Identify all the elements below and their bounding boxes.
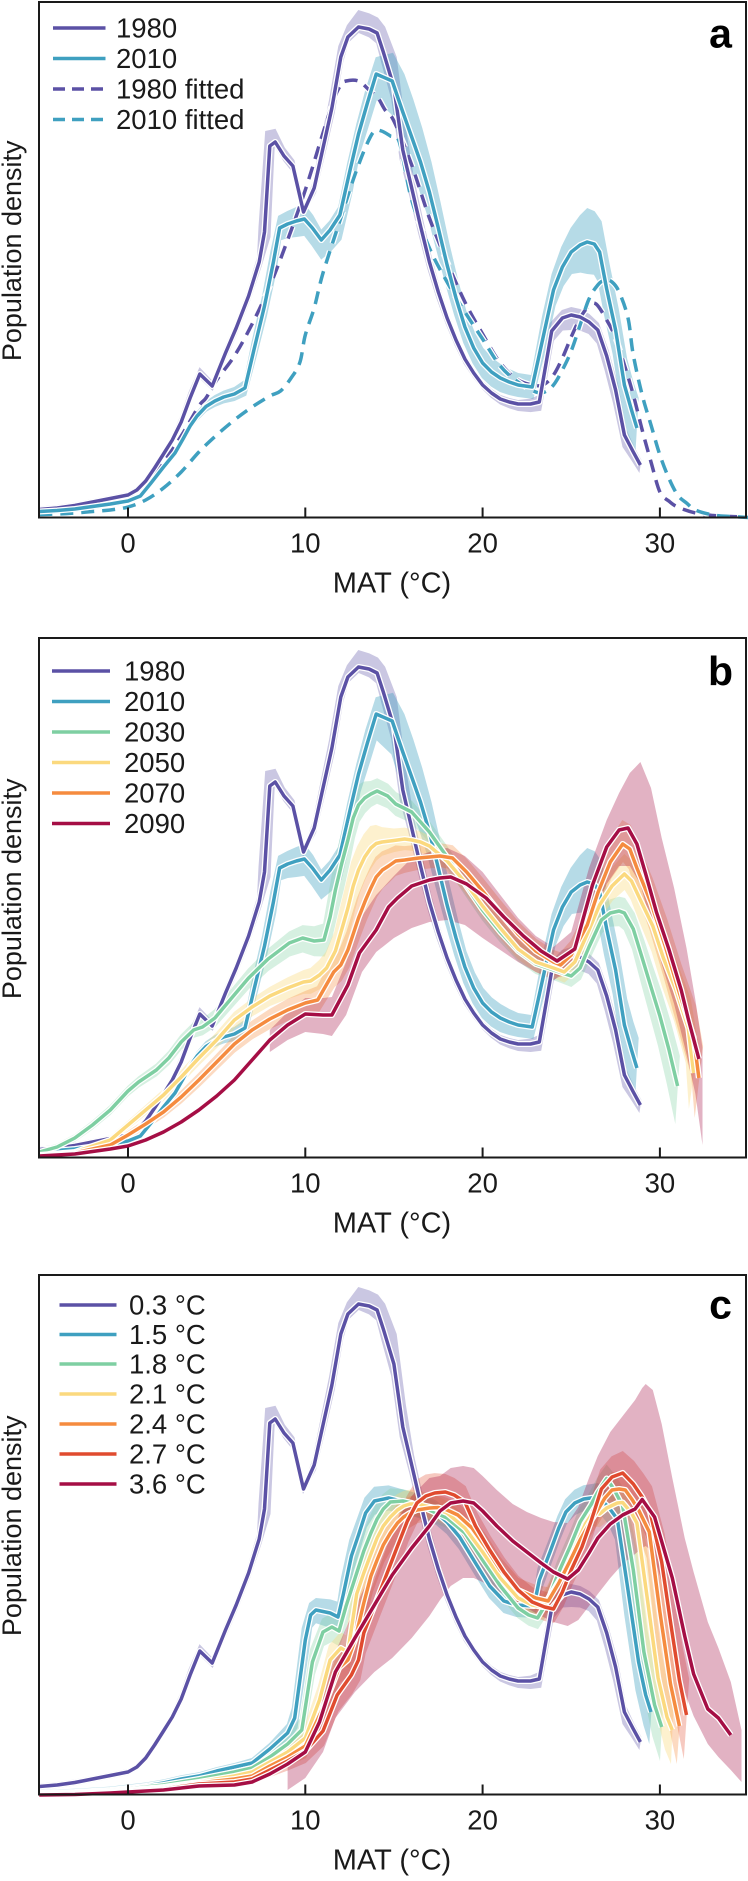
svg-text:2.1 °C: 2.1 °C bbox=[129, 1379, 206, 1410]
svg-text:2010 fitted: 2010 fitted bbox=[116, 104, 244, 135]
svg-text:2090: 2090 bbox=[124, 808, 185, 839]
svg-text:0: 0 bbox=[120, 1805, 135, 1836]
svg-text:20: 20 bbox=[467, 1168, 498, 1199]
svg-text:MAT (°C): MAT (°C) bbox=[333, 1845, 451, 1877]
svg-text:0: 0 bbox=[120, 1168, 135, 1199]
svg-text:10: 10 bbox=[290, 1168, 321, 1199]
svg-text:2.4 °C: 2.4 °C bbox=[129, 1409, 206, 1440]
svg-text:MAT (°C): MAT (°C) bbox=[333, 1208, 451, 1240]
svg-text:2050: 2050 bbox=[124, 747, 185, 778]
svg-text:Population density: Population density bbox=[0, 140, 27, 361]
svg-text:10: 10 bbox=[290, 528, 321, 559]
svg-text:c: c bbox=[709, 1282, 732, 1328]
svg-text:30: 30 bbox=[645, 1168, 676, 1199]
svg-text:30: 30 bbox=[645, 528, 676, 559]
svg-text:20: 20 bbox=[467, 528, 498, 559]
svg-text:Population density: Population density bbox=[0, 1415, 27, 1636]
svg-text:2010: 2010 bbox=[116, 43, 177, 74]
svg-text:2010: 2010 bbox=[124, 686, 185, 717]
svg-text:3.6 °C: 3.6 °C bbox=[129, 1469, 206, 1500]
svg-text:1980 fitted: 1980 fitted bbox=[116, 74, 244, 105]
svg-text:10: 10 bbox=[290, 1805, 321, 1836]
svg-text:a: a bbox=[709, 11, 733, 57]
svg-text:0.3 °C: 0.3 °C bbox=[129, 1290, 206, 1321]
svg-text:0: 0 bbox=[120, 528, 135, 559]
svg-text:2.7 °C: 2.7 °C bbox=[129, 1439, 206, 1470]
svg-text:1.5 °C: 1.5 °C bbox=[129, 1319, 206, 1350]
svg-text:MAT (°C): MAT (°C) bbox=[333, 568, 451, 600]
svg-text:2070: 2070 bbox=[124, 778, 185, 809]
svg-text:30: 30 bbox=[645, 1805, 676, 1836]
svg-text:1980: 1980 bbox=[124, 656, 185, 687]
svg-text:1.8 °C: 1.8 °C bbox=[129, 1349, 206, 1380]
svg-text:Population density: Population density bbox=[0, 778, 27, 999]
svg-text:1980: 1980 bbox=[116, 13, 177, 44]
svg-text:20: 20 bbox=[467, 1805, 498, 1836]
svg-text:2030: 2030 bbox=[124, 717, 185, 748]
svg-text:b: b bbox=[708, 648, 733, 694]
